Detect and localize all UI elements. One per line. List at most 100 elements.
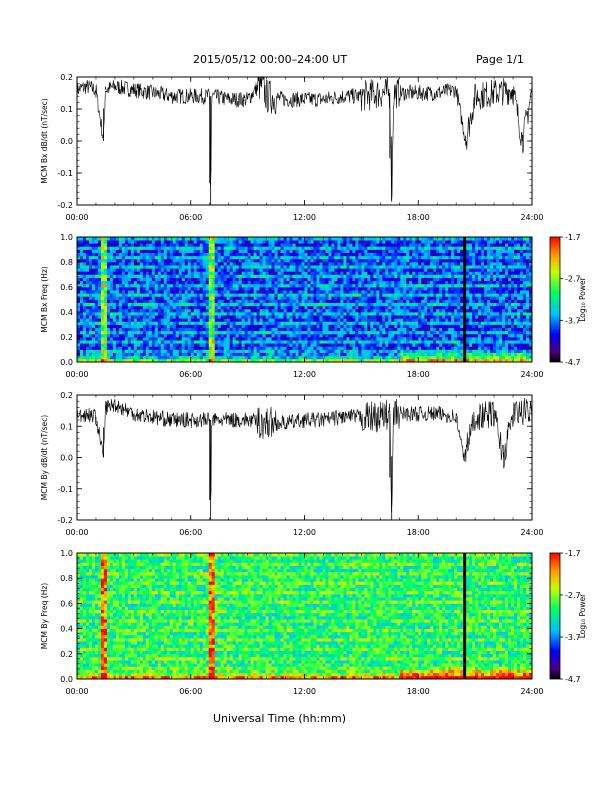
- spectrogram-cell: [421, 274, 425, 278]
- spectrogram-cell: [406, 324, 410, 328]
- spectrogram-cell: [190, 296, 195, 300]
- spectrogram-cell: [283, 296, 287, 300]
- spectrogram-cell: [313, 343, 317, 347]
- spectrogram-cell: [103, 280, 108, 285]
- spectrogram-cell: [235, 308, 239, 313]
- spectrogram-cell: [205, 333, 210, 338]
- spectrogram-cell: [292, 355, 296, 360]
- spectrogram-cell: [274, 262, 278, 266]
- spectrogram-cell: [145, 274, 150, 278]
- spectrogram-cell: [178, 352, 183, 357]
- spectrogram-cell: [157, 324, 162, 328]
- spectrogram-cell: [151, 258, 156, 263]
- spectrogram-cell: [280, 280, 284, 285]
- spectrogram-cell: [337, 312, 341, 316]
- spectrogram-cell: [166, 277, 171, 282]
- spectrogram-cell: [427, 262, 431, 266]
- spectrogram-cell: [250, 299, 254, 303]
- spectrogram-cell: [244, 305, 248, 310]
- spectrogram-cell: [397, 327, 401, 332]
- spectrogram-cell: [220, 358, 225, 363]
- spectrogram-cell: [361, 343, 365, 347]
- spectrogram-cell: [130, 312, 135, 316]
- spectrogram-cell: [214, 293, 219, 297]
- spectrogram-cell: [121, 346, 126, 350]
- spectrogram-cell: [277, 337, 281, 341]
- spectrogram-cell: [220, 327, 225, 332]
- spectrogram-cell: [373, 321, 377, 325]
- spectrogram-cell: [220, 346, 225, 350]
- spectrogram-cell: [202, 312, 207, 316]
- spectrogram-cell: [343, 321, 347, 325]
- spectrogram-cell: [154, 312, 159, 316]
- spectrogram-cell: [244, 318, 248, 322]
- spectrogram-cell: [151, 355, 156, 360]
- spectrogram-cell: [88, 293, 93, 297]
- spectrogram-cell: [265, 268, 269, 272]
- spectrogram-cell: [136, 271, 141, 275]
- spectrogram-cell: [253, 271, 257, 275]
- spectrogram-cell: [316, 237, 320, 241]
- spectrogram-cell: [370, 237, 374, 241]
- spectrogram-cell: [403, 265, 407, 269]
- spectrogram-cell: [103, 268, 108, 272]
- spectrogram-cell: [367, 271, 371, 275]
- spectrogram-cell: [430, 262, 434, 266]
- spectrogram-cell: [430, 355, 434, 360]
- spectrogram-cell: [88, 258, 93, 263]
- spectrogram-cell: [319, 315, 323, 319]
- spectrogram-cell: [205, 349, 210, 353]
- spectrogram-cell: [355, 337, 359, 341]
- spectrogram-cell: [277, 274, 281, 278]
- spectrogram-cell: [358, 330, 362, 335]
- spectrogram-cell: [229, 287, 233, 291]
- spectrogram-cell: [94, 249, 99, 253]
- spectrogram-cell: [280, 333, 284, 338]
- spectrogram-cell: [352, 299, 356, 303]
- spectrogram-cell: [133, 346, 138, 350]
- spectrogram-cell: [88, 349, 93, 353]
- spectrogram-cell: [283, 265, 287, 269]
- spectrogram-cell: [115, 296, 120, 300]
- spectrogram-cell: [232, 290, 236, 294]
- spectrogram-cell: [304, 315, 308, 319]
- spectrogram-cell: [175, 258, 180, 263]
- spectrogram-cell: [247, 293, 251, 297]
- spectrogram-cell: [310, 324, 314, 328]
- spectrogram-cell: [283, 337, 287, 341]
- spectrogram-cell: [226, 346, 231, 350]
- spectrogram-cell: [151, 358, 156, 363]
- spectrogram-cell: [130, 280, 135, 285]
- spectrogram-cell: [370, 330, 374, 335]
- spectrogram-cell: [385, 240, 389, 244]
- spectrogram-cell: [316, 346, 320, 350]
- spectrogram-cell: [154, 349, 159, 353]
- spectrogram-cell: [193, 305, 198, 310]
- spectrogram-cell: [361, 321, 365, 325]
- spectrogram-cell: [352, 296, 356, 300]
- spectrogram-cell: [121, 315, 126, 319]
- spectrogram-cell: [418, 337, 422, 341]
- spectrogram-cell: [337, 346, 341, 350]
- spectrogram-cell: [265, 358, 269, 363]
- spectrogram-cell: [259, 327, 263, 332]
- spectrogram-cell: [385, 262, 389, 266]
- spectrogram-cell: [427, 258, 431, 263]
- spectrogram-cell: [94, 271, 99, 275]
- spectrogram-cell: [238, 312, 242, 316]
- spectrogram-cell: [322, 312, 326, 316]
- spectrogram-cell: [103, 237, 108, 241]
- spectrogram-cell: [121, 255, 126, 260]
- spectrogram-cell: [208, 321, 213, 325]
- spectrogram-cell: [382, 296, 386, 300]
- spectrogram-cell: [322, 287, 326, 291]
- spectrogram-cell: [136, 337, 141, 341]
- spectrogram-cell: [283, 333, 287, 338]
- spectrogram-cell: [361, 240, 365, 244]
- spectrogram-cell: [190, 280, 195, 285]
- spectrogram-cell: [265, 333, 269, 338]
- spectrogram-cell: [391, 252, 395, 257]
- spectrogram-cell: [256, 280, 260, 285]
- spectrogram-cell: [85, 355, 90, 360]
- spectrogram-cell: [133, 330, 138, 335]
